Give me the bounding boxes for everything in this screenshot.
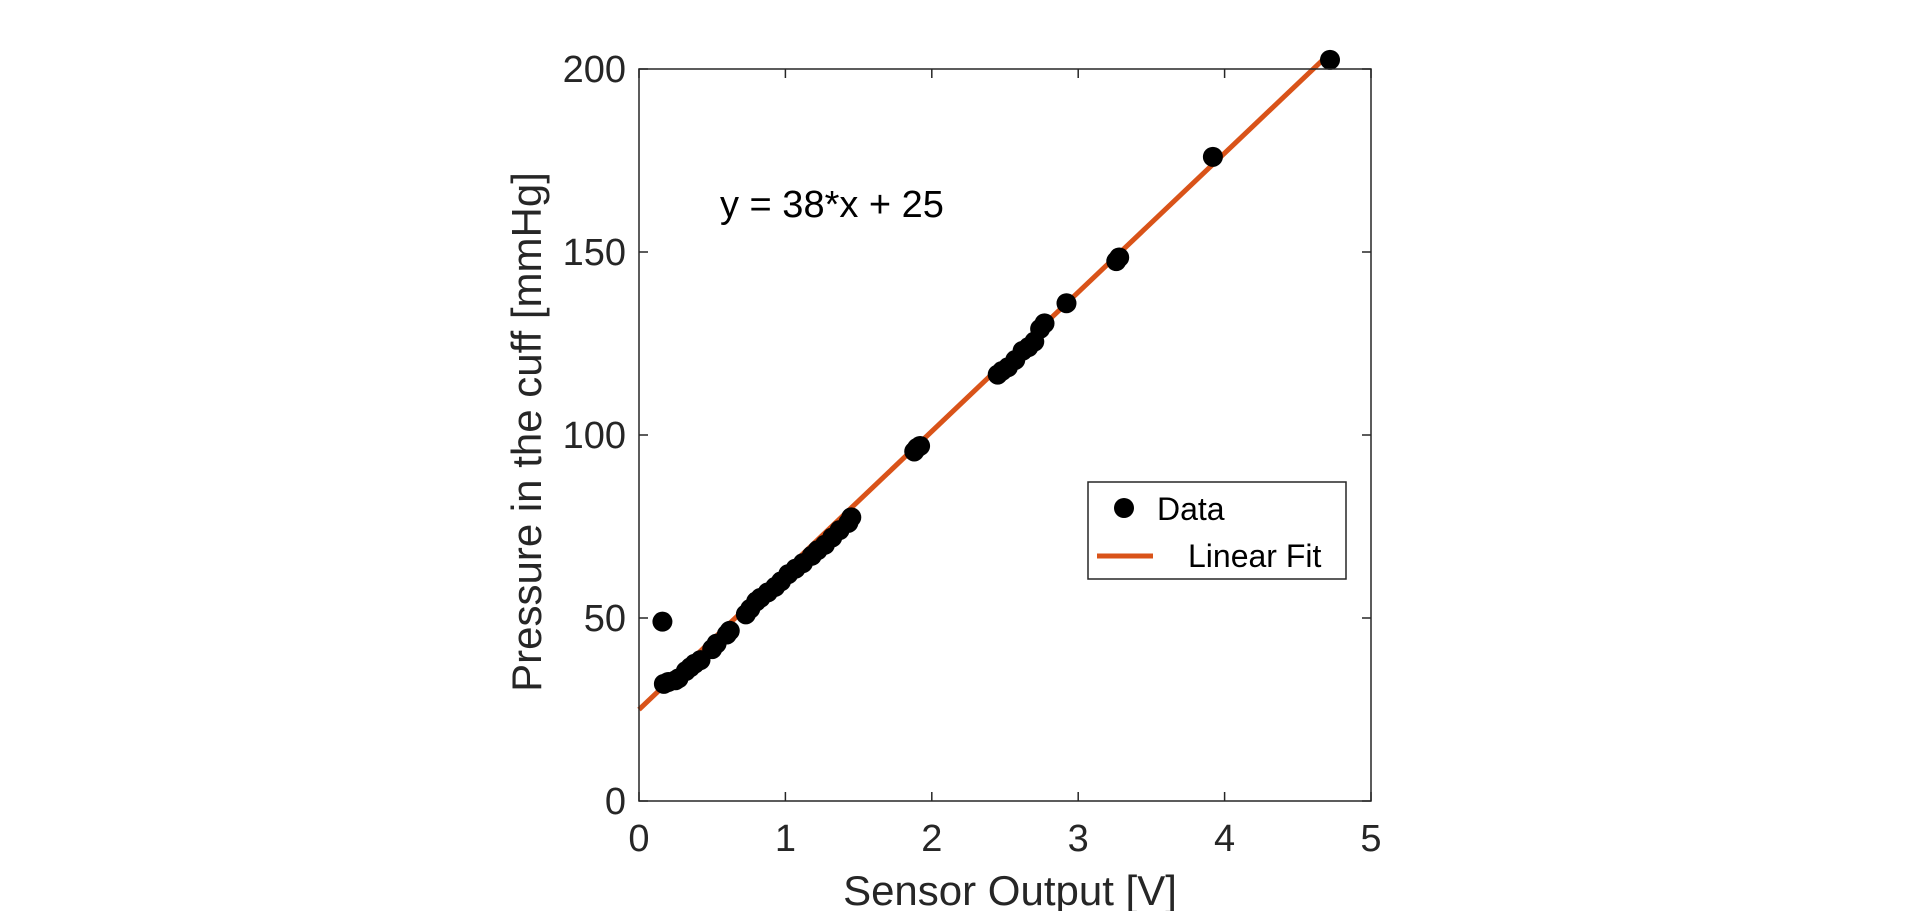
data-point — [841, 507, 862, 528]
legend-data-marker — [1114, 498, 1134, 518]
legend: Data Linear Fit — [1087, 481, 1347, 580]
legend-fit-label: Linear Fit — [1188, 538, 1322, 574]
legend-box — [1087, 481, 1347, 580]
legend-data-label: Data — [1157, 491, 1225, 527]
data-point — [1202, 146, 1223, 167]
y-tick-label: 0 — [605, 781, 626, 823]
data-point — [719, 620, 740, 641]
y-tick-label: 150 — [563, 232, 626, 274]
data-point — [1320, 49, 1341, 70]
data-points-layer — [652, 49, 1341, 694]
x-axis-label: Sensor Output [V] — [843, 867, 1177, 911]
data-point — [1056, 293, 1077, 314]
plot-area — [639, 69, 1371, 801]
data-point — [910, 435, 931, 456]
x-tick-label: 4 — [1214, 818, 1235, 860]
x-tick-label: 3 — [1068, 818, 1089, 860]
y-tick-label: 100 — [563, 415, 626, 457]
plot-background — [639, 69, 1371, 801]
x-tick-label: 2 — [921, 818, 942, 860]
data-point — [652, 611, 673, 632]
y-tick-label: 200 — [563, 49, 626, 91]
y-tick-label: 50 — [584, 598, 626, 640]
x-tick-label: 1 — [775, 818, 796, 860]
x-tick-label: 0 — [628, 818, 649, 860]
y-axis-label: Pressure in the cuff [mmHg] — [503, 172, 550, 692]
x-tick-label: 5 — [1360, 818, 1381, 860]
fit-equation-annotation: y = 38*x + 25 — [720, 184, 944, 226]
data-point — [1109, 247, 1130, 268]
data-point — [1034, 313, 1055, 334]
